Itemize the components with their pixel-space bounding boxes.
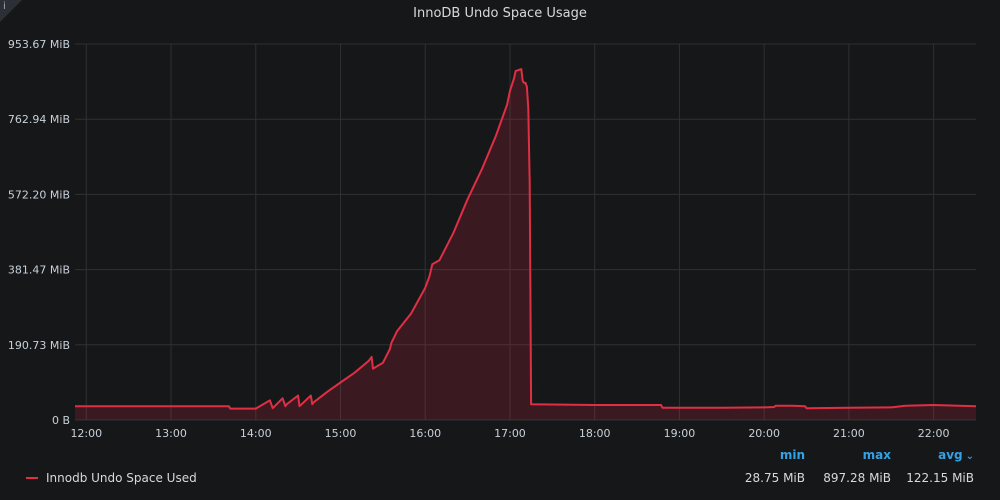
legend-header-min[interactable]: min [780,448,805,462]
legend-header-max[interactable]: max [863,448,891,462]
x-tick-label: 20:00 [748,427,780,440]
panel-info-corner[interactable] [0,0,22,22]
series-line-innodb-undo-space-used[interactable] [75,68,977,410]
y-tick-label: 381.47 MiB [8,264,70,277]
legend-value-max: 897.28 MiB [823,471,891,485]
series-area-fill [75,69,976,420]
legend-series-label[interactable]: Innodb Undo Space Used [46,471,197,485]
x-tick-label: 22:00 [918,427,950,440]
y-tick-label: 572.20 MiB [8,188,70,201]
x-tick-label: 21:00 [833,427,865,440]
chart-area-layer [75,69,976,420]
legend-header-avg-label: avg [938,448,963,462]
legend-series-item[interactable]: Innodb Undo Space Used [26,471,197,485]
legend-header-min-label: min [779,448,805,462]
legend-header-max-label: max [862,448,891,462]
info-icon[interactable]: i [3,1,6,12]
y-tick-label: 0 B [52,414,70,427]
x-axis: 12:00 13:00 14:00 15:00 16:00 17:00 18:00 19:00… [70,427,949,440]
x-tick-label: 12:00 [70,427,102,440]
legend-series-swatch[interactable] [26,477,38,479]
y-axis: 0 B 190.73 MiB 381.47 MiB 572.20 MiB 762.94 … [8,38,70,427]
x-tick-label: 17:00 [494,427,526,440]
x-tick-label: 16:00 [409,427,441,440]
x-tick-label: 18:00 [579,427,611,440]
legend-value-avg: 122.15 MiB [906,471,974,485]
x-tick-label: 19:00 [664,427,696,440]
chevron-down-icon: ⌄ [965,451,974,462]
legend-header-avg[interactable]: avg ⌄ [938,448,974,462]
legend-table: min max avg ⌄ Innodb Undo Space Used 28.7… [0,446,1000,500]
chart-grid [75,43,976,421]
legend-value-min: 28.75 MiB [744,471,805,485]
panel-title[interactable]: InnoDB Undo Space Usage [413,6,587,21]
chart-line-layer [75,68,977,410]
y-tick-label: 762.94 MiB [8,113,70,126]
y-tick-label: 953.67 MiB [8,38,70,51]
y-tick-label: 190.73 MiB [8,339,70,352]
x-tick-label: 14:00 [240,427,272,440]
x-tick-label: 13:00 [155,427,187,440]
x-tick-label: 15:00 [325,427,357,440]
chart-plot[interactable]: 0 B 190.73 MiB 381.47 MiB 572.20 MiB 762.94 … [0,0,1000,446]
